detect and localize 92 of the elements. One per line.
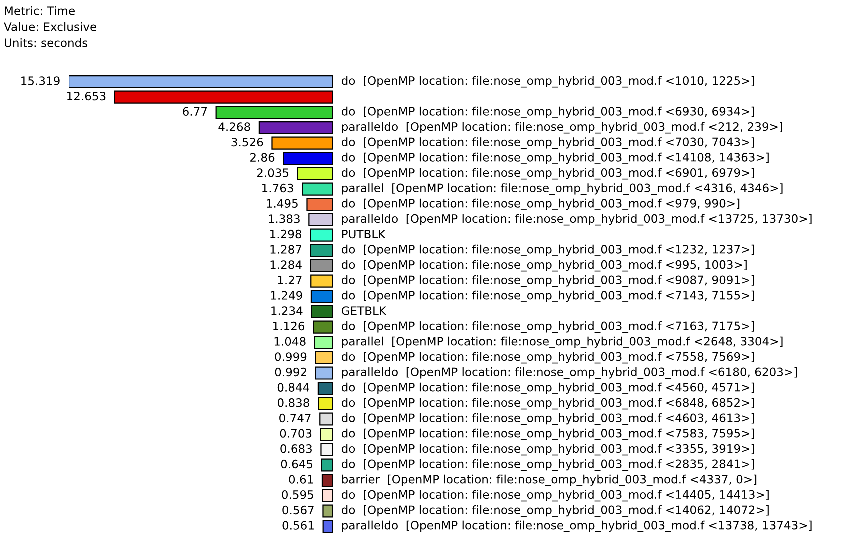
y-tick-label: do [OpenMP location: file:nose_omp_hybrid_003_mod.f <7558, 7569>] [342, 352, 754, 364]
data-label: 0.747 [280, 414, 311, 423]
data-label: 0.838 [278, 398, 310, 408]
bar [313, 320, 333, 334]
y-tick-label: do [OpenMP location: file:nose_omp_hybrid_003_mod.f <9087, 9091>] [342, 276, 754, 288]
bar [310, 274, 333, 288]
y-tick-label: paralleldo [OpenMP location: file:nose_omp_hybrid_003_mod.f <13725, 13730>] [342, 214, 812, 226]
y-tick-label: do [OpenMP location: file:nose_omp_hybrid_003_mod.f <1010, 1225>] [342, 76, 754, 88]
y-tick-label: do [OpenMP location: file:nose_omp_hybrid_003_mod.f <995, 1003>] [342, 260, 747, 272]
y-tick-label: paralleldo [OpenMP location: file:nose_omp_hybrid_003_mod.f <212, 239>] [342, 122, 782, 134]
y-tick-label: do [OpenMP location: file:nose_omp_hybrid_003_mod.f <7163, 7175>] [342, 322, 754, 334]
data-label: 1.048 [274, 337, 306, 346]
y-tick-label: do [OpenMP location: file:nose_omp_hybrid_003_mod.f <979, 990>] [342, 198, 740, 210]
data-label: 0.703 [280, 429, 312, 438]
text: Value: Exclusive [4, 22, 96, 32]
bar [216, 106, 333, 120]
y-tick-label: do [OpenMP location: file:nose_omp_hybrid_003_mod.f <14405, 14413>] [342, 490, 769, 502]
bar [314, 336, 333, 350]
bar [320, 428, 333, 442]
y-tick-label: do [OpenMP location: file:nose_omp_hybrid_003_mod.f <2835, 2841>] [342, 460, 754, 471]
data-label: 1.249 [271, 291, 302, 300]
bar [322, 504, 333, 518]
bar [321, 458, 333, 472]
y-tick-label: do [OpenMP location: file:nose_omp_hybrid_003_mod.f <7583, 7595>] [342, 428, 754, 440]
bar [318, 397, 333, 410]
y-tick-label: parallel [OpenMP location: file:nose_omp_hybrid_003_mod.f <4316, 4346>] [342, 184, 783, 196]
data-label: 0.561 [282, 521, 314, 530]
data-label: 1.383 [269, 214, 300, 224]
y-tick-label: PUTBLK [342, 230, 386, 239]
bar [114, 90, 333, 104]
data-label: 1.763 [262, 184, 294, 193]
bar [311, 305, 333, 318]
data-label: 1.287 [270, 245, 302, 254]
data-label: 0.595 [282, 490, 314, 500]
data-label: 15.319 [22, 76, 60, 86]
data-label: 6.77 [183, 107, 208, 116]
y-tick-label: do [OpenMP location: file:nose_omp_hybrid_003_mod.f <14108, 14363>] [342, 152, 769, 164]
y-tick-label: barrier [OpenMP location: file:nose_omp_hybrid_003_mod.f <4337, 0>] [342, 474, 757, 486]
bar [318, 382, 333, 396]
bar [322, 520, 333, 534]
data-label: 1.284 [270, 260, 302, 270]
data-label: 0.567 [282, 506, 314, 515]
data-label: 1.298 [270, 230, 302, 239]
bar [315, 351, 333, 364]
bar [310, 228, 333, 242]
bar [258, 121, 333, 135]
data-label: 0.992 [275, 368, 306, 377]
bar [297, 167, 333, 181]
y-tick-label: do [OpenMP location: file:nose_omp_hybrid_003_mod.f <6901, 6979>] [342, 168, 754, 180]
data-label: 12.653 [68, 92, 106, 101]
y-tick-label: do [OpenMP location: file:nose_omp_hybrid_003_mod.f <1232, 1237>] [342, 244, 754, 256]
data-label: 3.526 [232, 138, 264, 147]
y-tick-label: parallel [OpenMP location: file:nose_omp_hybrid_003_mod.f <2648, 3304>] [342, 336, 783, 348]
bar [308, 213, 333, 227]
data-label: 2.035 [257, 168, 289, 178]
data-label: 0.683 [280, 444, 312, 454]
bar [322, 489, 333, 502]
bar [310, 259, 333, 272]
bar [310, 290, 333, 304]
data-label: 0.645 [281, 460, 313, 469]
y-tick-label: do [OpenMP location: file:nose_omp_hybrid_003_mod.f <6848, 6852>] [342, 398, 754, 410]
bar [315, 366, 333, 380]
bar [272, 136, 333, 150]
text: Metric: Time [5, 6, 75, 16]
y-tick-label: do [OpenMP location: file:nose_omp_hybrid_003_mod.f <6930, 6934>] [342, 106, 754, 118]
data-label: 1.126 [274, 322, 305, 331]
y-tick-label: do [OpenMP location: file:nose_omp_hybrid_003_mod.f <4603, 4613>] [342, 414, 754, 425]
y-tick-label: paralleldo [OpenMP location: file:nose_omp_hybrid_003_mod.f <13738, 13743>] [342, 520, 812, 532]
bar [322, 474, 333, 488]
y-tick-label: paralleldo [OpenMP location: file:nose_omp_hybrid_003_mod.f <6180, 6203>] [342, 368, 798, 380]
data-label: 0.999 [275, 352, 307, 362]
y-tick-label: do [OpenMP location: file:nose_omp_hybrid_003_mod.f <14062, 14072>] [342, 506, 769, 517]
bar [283, 152, 333, 166]
data-label: 1.27 [278, 276, 302, 284]
data-label: 2.86 [250, 153, 275, 162]
data-label: 0.844 [278, 383, 310, 392]
bar [306, 198, 333, 212]
data-label: 0.61 [289, 475, 314, 484]
y-tick-label: do [OpenMP location: file:nose_omp_hybrid_003_mod.f <7143, 7155>] [342, 290, 754, 302]
bar [320, 412, 333, 426]
y-tick-label: do [OpenMP location: file:nose_omp_hybrid_003_mod.f <3355, 3919>] [342, 444, 754, 456]
y-tick-label: do [OpenMP location: file:nose_omp_hybrid_003_mod.f <7030, 7043>] [342, 138, 754, 150]
y-tick-label: GETBLK [342, 306, 387, 316]
bar [320, 443, 333, 456]
data-label: 1.234 [272, 306, 303, 316]
bar [302, 182, 333, 196]
bar [69, 75, 333, 89]
data-label: 4.268 [218, 122, 250, 132]
text: Units: seconds [5, 38, 88, 48]
bar [310, 244, 333, 258]
y-tick-label: do [OpenMP location: file:nose_omp_hybrid_003_mod.f <4560, 4571>] [342, 382, 754, 394]
data-label: 1.495 [267, 199, 298, 208]
